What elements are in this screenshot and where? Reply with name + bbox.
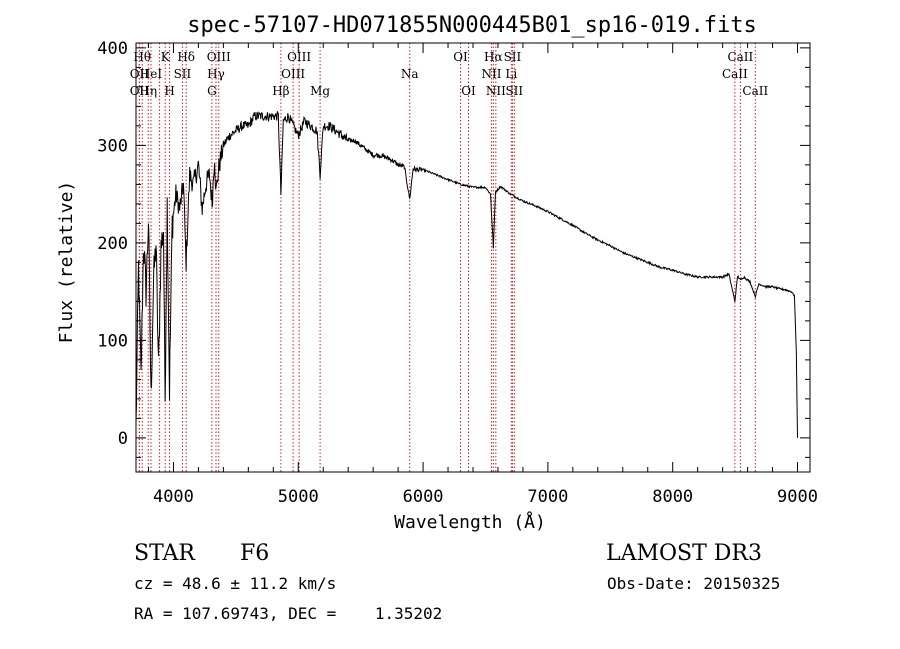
line-label-27: CaII — [727, 50, 753, 64]
line-label-7: H — [164, 84, 174, 98]
x-tick-label-2: 6000 — [403, 487, 444, 507]
spectrum-series-line — [135, 111, 798, 438]
line-label-13: Hβ — [272, 84, 289, 98]
chart-title: spec-57107-HD071855N000445B01_sp16-019.f… — [187, 13, 757, 38]
y-tick-label-4: 400 — [97, 39, 128, 59]
x-tick-label-3: 7000 — [527, 487, 568, 507]
object-class: STAR — [134, 541, 196, 566]
line-label-12: OIII — [207, 50, 231, 64]
line-label-25: SII — [505, 84, 523, 98]
line-label-14: OIII — [281, 67, 305, 81]
line-label-0: Hθ — [133, 50, 151, 64]
line-label-8: SII — [174, 67, 192, 81]
line-label-11: Hγ — [207, 67, 225, 81]
line-label-9: Hδ — [177, 50, 195, 64]
line-label-21: Hα — [484, 50, 503, 64]
y-tick-label-3: 300 — [97, 136, 128, 156]
line-label-15: OIII — [287, 50, 311, 64]
line-label-6: K — [161, 50, 171, 64]
observation-date: Obs-Date: 20150325 — [607, 574, 780, 593]
x-tick-label-0: 4000 — [153, 487, 194, 507]
line-label-20: NII — [481, 67, 501, 81]
y-tick-label-2: 200 — [97, 234, 128, 254]
x-tick-label-5: 9000 — [777, 487, 818, 507]
axis-tick-labels: 4000 5000 6000 7000 8000 9000 0 100 200 300 400 — [97, 39, 818, 507]
line-label-4: HeI — [140, 67, 163, 81]
line-label-23: Li — [505, 67, 517, 81]
x-tick-label-4: 8000 — [652, 487, 693, 507]
line-label-17: Na — [401, 67, 419, 81]
spectral-line-markers — [138, 43, 756, 472]
spectral-line-labels: HθOIIOIIHηHeIKHSIIHδGHγOIIIHβOIIIOIIIMgN… — [130, 50, 769, 98]
y-tick-label-0: 0 — [118, 429, 128, 449]
line-label-18: OI — [453, 50, 468, 64]
line-label-2: OII — [130, 84, 150, 98]
coordinates: RA = 107.69743, DEC = 1.35202 — [134, 604, 442, 623]
object-subclass: F6 — [240, 541, 269, 566]
line-label-10: G — [207, 84, 217, 98]
redshift-cz: cz = 48.6 ± 11.2 km/s — [134, 574, 336, 593]
axis-ticks — [136, 43, 810, 472]
y-axis-label: Flux (relative) — [56, 181, 77, 344]
line-label-26: CaII — [722, 67, 748, 81]
plot-frame — [135, 42, 811, 473]
y-tick-label-1: 100 — [97, 331, 128, 351]
x-axis-label: Wavelength (Å) — [394, 511, 546, 533]
line-label-1: OII — [130, 67, 150, 81]
line-label-19: OI — [461, 84, 476, 98]
x-tick-label-1: 5000 — [278, 487, 319, 507]
line-label-22: NII — [486, 84, 506, 98]
line-label-24: SII — [504, 50, 522, 64]
line-label-28: CaII — [742, 84, 768, 98]
line-label-16: Mg — [310, 84, 330, 98]
survey-name: LAMOST DR3 — [606, 541, 762, 566]
line-label-3: Hη — [139, 84, 157, 98]
